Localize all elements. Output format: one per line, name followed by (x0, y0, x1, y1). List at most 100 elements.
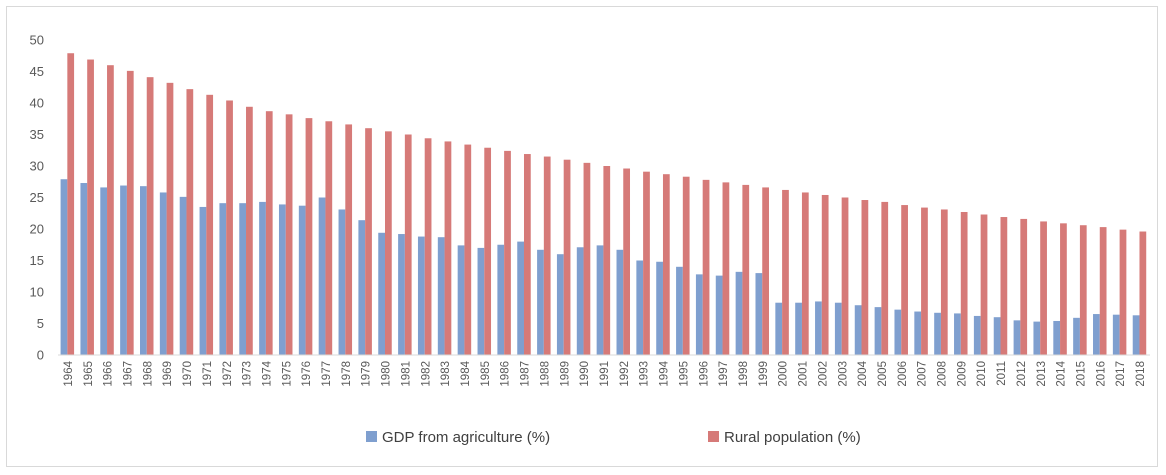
bar-rural-population (523, 154, 531, 355)
bar-rural-population (285, 114, 293, 355)
bar-rural-population (742, 184, 750, 355)
bar-gdp-agriculture (120, 185, 127, 355)
x-tick-label: 1965 (83, 361, 95, 387)
bar-rural-population (980, 214, 988, 355)
bar-gdp-agriculture (517, 241, 524, 355)
bar-gdp-agriculture (239, 203, 247, 355)
x-tick-label: 2017 (1115, 361, 1127, 387)
x-tick-label: 1996 (698, 361, 710, 387)
bar-gdp-agriculture (556, 254, 564, 355)
x-axis-ticks: 1964 1965 1966 1967 1968 1969 1970 1971 1972 1973… (63, 360, 1147, 386)
x-tick-label: 2007 (917, 361, 929, 387)
bar-rural-population (404, 134, 412, 355)
x-tick-label: 1985 (480, 361, 492, 387)
bar-gdp-agriculture (100, 187, 108, 355)
x-tick-label: 2010 (976, 361, 988, 387)
bar-rural-population (126, 70, 134, 356)
bar-gdp-agriculture (954, 313, 961, 355)
x-tick-label: 1989 (559, 361, 571, 387)
bar-rural-population (444, 141, 452, 355)
bar-rural-population (960, 211, 968, 355)
x-tick-label: 2013 (1036, 361, 1048, 387)
bar-rural-population (662, 174, 670, 355)
bar-gdp-agriculture (616, 249, 624, 355)
bar-rural-population (226, 100, 233, 355)
bar-gdp-agriculture (1033, 321, 1041, 355)
bar-gdp-agriculture (636, 260, 644, 355)
bar-rural-population (325, 121, 333, 356)
x-tick-label: 1980 (381, 361, 393, 387)
bar-rural-population (583, 162, 591, 355)
x-tick-label: 1988 (539, 361, 551, 387)
bar-rural-population (1099, 227, 1107, 355)
bar-rural-population (881, 201, 889, 355)
bar-gdp-agriculture (318, 197, 326, 355)
bar-gdp-agriculture (874, 307, 882, 355)
x-tick-label: 1970 (182, 361, 194, 387)
y-tick-label: 50 (30, 33, 44, 48)
bar-rural-population (682, 176, 690, 355)
y-tick-label: 30 (30, 159, 44, 174)
bar-gdp-agriculture (537, 249, 544, 355)
bar-rural-population (67, 53, 75, 355)
bar-rural-population (1040, 221, 1047, 355)
y-tick-label: 40 (30, 96, 44, 111)
bar-gdp-agriculture (1132, 315, 1140, 355)
bar-gdp-agriculture (656, 261, 663, 355)
bar-gdp-agriculture (417, 236, 425, 355)
y-tick-label: 25 (30, 190, 44, 205)
x-tick-label: 2002 (817, 361, 829, 387)
bar-rural-population (702, 179, 710, 355)
bar-gdp-agriculture (398, 234, 405, 355)
x-tick-label: 1991 (599, 361, 611, 387)
x-tick-label: 1990 (579, 361, 591, 387)
bar-rural-population (841, 197, 849, 355)
bar-rural-population (464, 144, 472, 355)
x-tick-label: 2005 (877, 361, 889, 387)
bar-gdp-agriculture (815, 301, 822, 355)
bar-rural-population (365, 128, 372, 355)
bar-gdp-agriculture (1053, 320, 1061, 355)
bar-gdp-agriculture (973, 315, 981, 355)
x-tick-label: 1986 (500, 361, 512, 387)
bar-rural-population (543, 156, 551, 355)
bar-gdp-agriculture (1013, 320, 1021, 355)
bar-gdp-agriculture (358, 220, 366, 355)
bar-rural-population (801, 192, 809, 355)
bar-gdp-agriculture (1073, 317, 1080, 355)
x-tick-label: 2006 (897, 361, 909, 387)
x-tick-label: 2001 (798, 361, 810, 387)
bar-gdp-agriculture (934, 312, 941, 355)
legend-swatch-gdp-agriculture (366, 431, 377, 442)
bar-gdp-agriculture (179, 196, 187, 355)
bar-rural-population (186, 89, 194, 355)
x-tick-label: 1983 (440, 361, 452, 387)
x-tick-label: 2011 (996, 361, 1008, 386)
bar-rural-population (1000, 217, 1008, 355)
x-tick-label: 1987 (520, 361, 532, 387)
bar-gdp-agriculture (60, 179, 68, 355)
bar-gdp-agriculture (159, 192, 167, 355)
bar-gdp-agriculture (199, 206, 207, 355)
bar-gdp-agriculture (676, 266, 683, 355)
x-tick-label: 1993 (639, 361, 651, 387)
bar-rural-population (821, 194, 829, 355)
x-tick-label: 1977 (321, 361, 333, 387)
y-tick-label: 35 (30, 127, 44, 142)
bar-rural-population (1079, 225, 1087, 355)
bar-rural-population (782, 189, 789, 355)
y-tick-label: 45 (30, 64, 44, 79)
bar-gdp-agriculture (298, 205, 306, 355)
bar-rural-population (166, 82, 174, 355)
bar-rural-population (940, 209, 948, 355)
bar-gdp-agriculture (477, 247, 485, 355)
bar-rural-population (107, 65, 114, 355)
x-tick-label: 1978 (341, 361, 353, 387)
bar-rural-population (762, 187, 769, 355)
bar-gdp-agriculture (775, 302, 783, 355)
x-tick-label: 1973 (242, 361, 254, 387)
x-tick-label: 2015 (1076, 361, 1088, 387)
bar-gdp-agriculture (914, 311, 922, 355)
legend-swatch-rural-population (708, 431, 719, 442)
x-tick-label: 1999 (758, 361, 770, 387)
